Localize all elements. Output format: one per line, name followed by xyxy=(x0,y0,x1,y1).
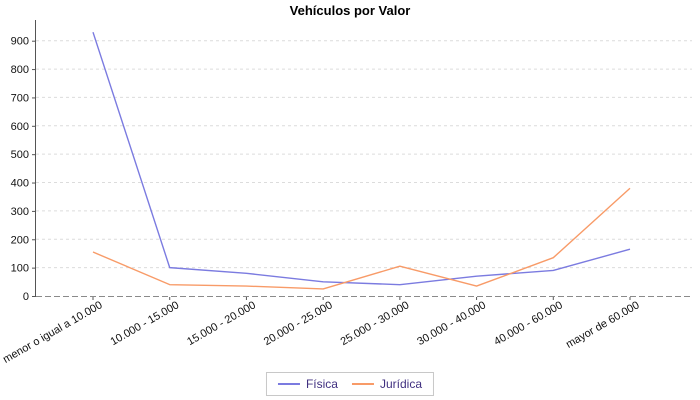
legend-line-swatch xyxy=(277,383,300,385)
x-axis-category-label: 15.000 - 20.000 xyxy=(185,299,258,348)
x-axis-category-label: 10.000 - 15.000 xyxy=(108,299,181,348)
y-axis-tick-label: 400 xyxy=(11,178,29,190)
y-axis-tick-label: 600 xyxy=(11,121,29,133)
x-axis-category-label: 20.000 - 25.000 xyxy=(262,299,335,348)
series-line-juridica xyxy=(92,187,631,290)
x-axis-category-label: 40.000 - 60.000 xyxy=(492,299,565,348)
y-axis-tick-label: 800 xyxy=(11,64,29,76)
legend-label: Jurídica xyxy=(379,377,423,391)
y-axis-tick-label: 200 xyxy=(11,234,29,246)
y-axis-tick-label: 300 xyxy=(11,206,29,218)
legend-item: Jurídica xyxy=(351,377,423,391)
chart-title: Vehículos por Valor xyxy=(289,3,411,18)
x-axis-category-label: 25.000 - 30.000 xyxy=(339,299,412,348)
x-axis-category-label: menor o igual a 10.000 xyxy=(1,299,104,366)
legend-label: Física xyxy=(305,377,338,391)
chart-legend: Física Jurídica xyxy=(265,372,435,396)
legend-item: Física xyxy=(277,377,338,391)
y-axis-tick-label: 500 xyxy=(11,149,29,161)
y-axis-tick-label: 0 xyxy=(23,291,29,303)
y-axis-tick-label: 100 xyxy=(11,263,29,275)
series-line-fisica xyxy=(92,31,631,286)
x-axis-category-label: mayor de 60.000 xyxy=(564,299,642,351)
x-axis-category-label: 30.000 - 40.000 xyxy=(415,299,488,348)
legend-line-swatch xyxy=(351,383,374,385)
y-axis-tick-label: 700 xyxy=(11,92,29,104)
y-axis-tick-label: 900 xyxy=(11,36,29,48)
